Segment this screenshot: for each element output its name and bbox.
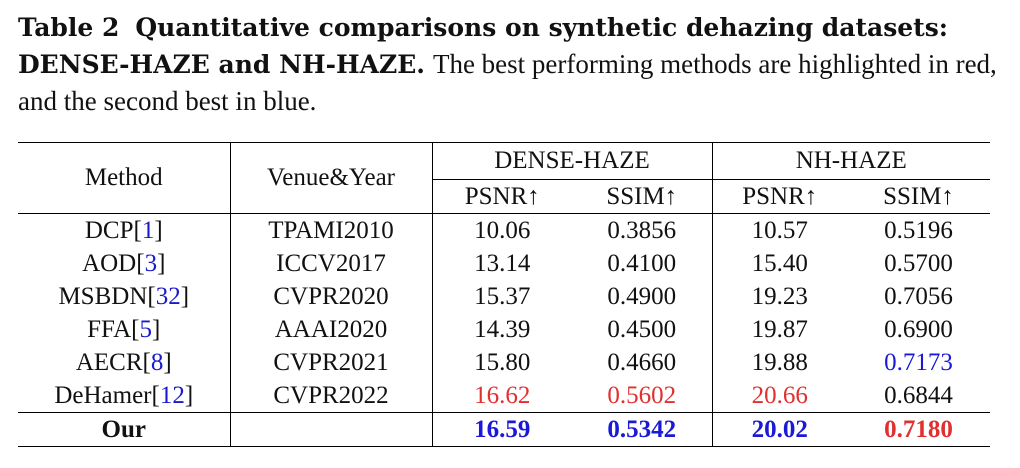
value-cell: 19.23	[751, 283, 808, 310]
venue-cell: CVPR2020	[230, 280, 433, 313]
value-cell: 14.39	[474, 316, 531, 343]
citation-link[interactable]: 3	[144, 250, 158, 277]
table-row: DeHamer[12] CVPR2022 16.62 0.5602 20.66 …	[18, 379, 990, 413]
value-cell-best: 20.66	[751, 382, 808, 409]
method-cell: DCP[1]	[18, 213, 231, 247]
venue-cell: ICCV2017	[230, 247, 433, 280]
method-cell: MSBDN[32]	[18, 280, 231, 313]
venue-cell: CVPR2021	[230, 346, 433, 379]
header-metric: SSIM↑	[883, 183, 954, 210]
caption-text: The best performing methods are highligh…	[18, 49, 997, 116]
method-cell: AOD[3]	[18, 247, 231, 280]
value-cell: 0.4100	[572, 247, 713, 280]
value-cell: 0.5196	[847, 213, 990, 247]
venue-cell: CVPR2022	[230, 379, 433, 413]
value-cell: 0.7056	[884, 283, 953, 310]
results-table: Method Venue&Year DENSE-HAZE NH-HAZE PSN…	[18, 142, 990, 447]
value-cell: 0.3856	[572, 213, 713, 247]
value-cell: 10.06	[432, 213, 572, 247]
caption-label: Table 2	[18, 13, 120, 42]
value-cell-second-best: 0.7173	[884, 349, 953, 376]
value-cell: 10.57	[712, 213, 847, 247]
value-cell: 19.88	[751, 349, 808, 376]
value-cell-best: 0.5602	[572, 379, 713, 413]
value-cell: 0.6844	[884, 382, 953, 409]
citation-link[interactable]: 1	[141, 217, 155, 244]
table-row: AECR[8] CVPR2021 15.80 0.4660 19.88 0.71…	[18, 346, 990, 379]
method-name: FFA	[87, 316, 132, 343]
value-cell: 0.4660	[572, 346, 713, 379]
value-cell-best: 16.62	[474, 382, 531, 409]
value-cell-best: 0.7180	[847, 412, 990, 447]
table-row: MSBDN[32] CVPR2020 15.37 0.4900 19.23 0.…	[18, 280, 990, 313]
method-cell: AECR[8]	[18, 346, 231, 379]
value-cell: 15.37	[474, 283, 531, 310]
table-row: FFA[5] AAAI2020 14.39 0.4500 19.87 0.690…	[18, 313, 990, 346]
header-group-nh-haze: NH-HAZE	[712, 142, 990, 180]
citation-link[interactable]: 5	[139, 316, 153, 343]
table-row: AOD[3] ICCV2017 13.14 0.4100 15.40 0.570…	[18, 247, 990, 280]
citation-link[interactable]: 12	[159, 382, 185, 409]
value-cell: 0.6900	[884, 316, 953, 343]
value-cell: 0.5700	[884, 250, 953, 277]
method-name: DCP	[84, 217, 134, 244]
value-cell: 0.4900	[572, 280, 713, 313]
venue-cell	[230, 412, 433, 447]
header-metric: SSIM↑	[572, 179, 713, 214]
value-cell: 15.80	[474, 349, 531, 376]
table-caption: Table 2 Quantitative comparisons on synt…	[18, 10, 1003, 120]
method-cell: FFA[5]	[18, 313, 231, 346]
header-metric: PSNR↑	[464, 183, 540, 210]
venue-cell: TPAMI2010	[230, 213, 433, 247]
value-cell: 13.14	[474, 250, 531, 277]
header-metric: PSNR↑	[742, 183, 818, 210]
method-name: AOD	[82, 250, 137, 277]
method-cell: Our	[18, 412, 231, 447]
header-group-dense-haze: DENSE-HAZE	[432, 142, 713, 180]
caption-title: Quantitative comparisons on synthetic de…	[18, 13, 949, 79]
value-cell-second-best: 20.02	[712, 412, 847, 447]
method-name: MSBDN	[58, 283, 148, 310]
header-venue: Venue&Year	[230, 142, 433, 214]
method-name: DeHamer	[54, 382, 152, 409]
method-cell: DeHamer[12]	[18, 379, 231, 413]
value-cell: 0.4500	[572, 313, 713, 346]
table-row-ours: Our 16.59 0.5342 20.02 0.7180	[18, 412, 990, 447]
method-name: AECR	[75, 349, 143, 376]
table-row: DCP[1] TPAMI2010 10.06 0.3856 10.57 0.51…	[18, 213, 990, 247]
value-cell-second-best: 0.5342	[572, 412, 713, 447]
value-cell: 15.40	[751, 250, 808, 277]
citation-link[interactable]: 32	[155, 283, 181, 310]
venue-cell: AAAI2020	[230, 313, 433, 346]
value-cell: 19.87	[751, 316, 808, 343]
value-cell-second-best: 16.59	[432, 412, 572, 447]
header-method: Method	[18, 142, 231, 214]
citation-link[interactable]: 8	[150, 349, 164, 376]
